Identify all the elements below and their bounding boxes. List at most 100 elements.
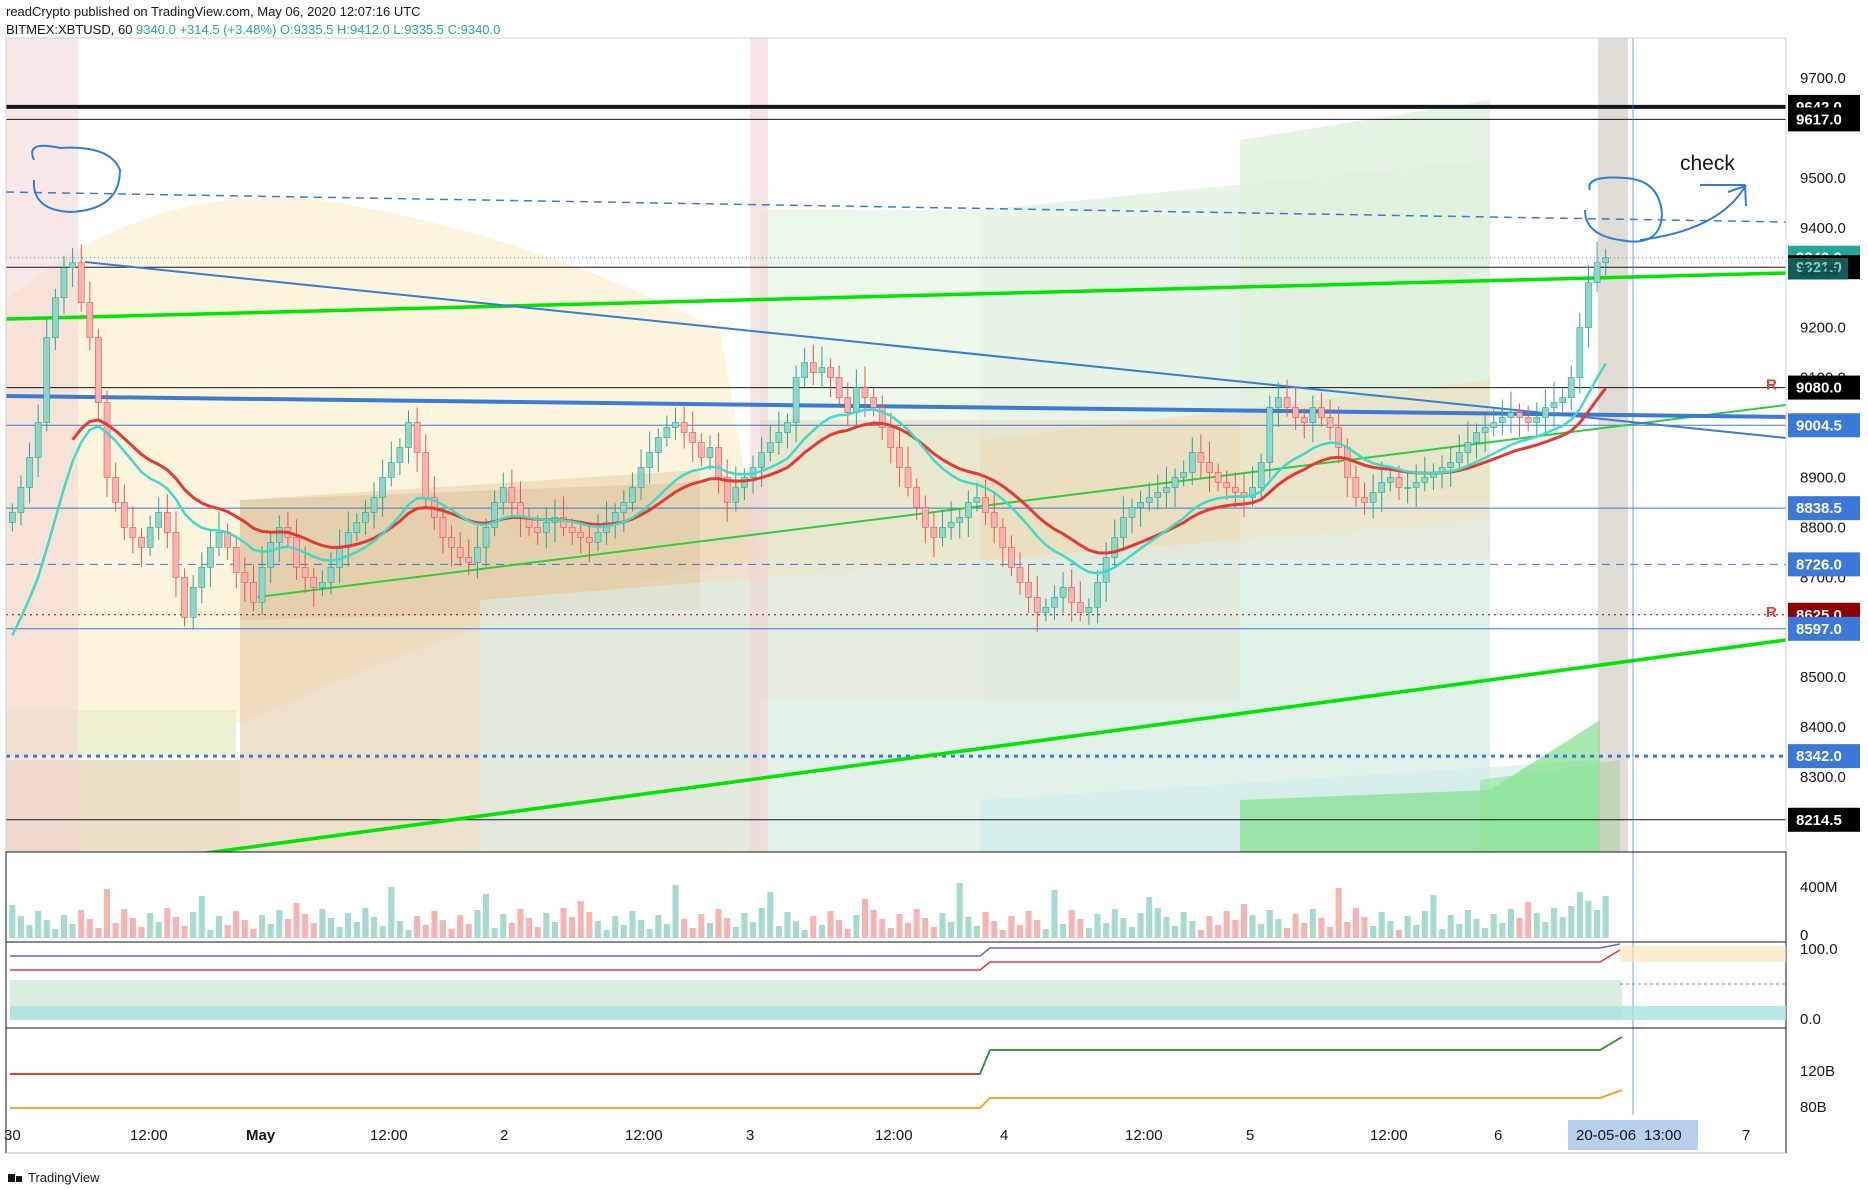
volume-bar <box>405 930 412 938</box>
volume-bar <box>905 923 912 938</box>
volume-bar <box>1464 910 1471 938</box>
candle-body <box>370 497 378 513</box>
candle-body <box>1033 597 1041 613</box>
volume-bar <box>1292 914 1299 938</box>
candle-body <box>732 487 740 503</box>
volume-bar <box>1335 888 1342 938</box>
candle-body <box>1197 452 1205 463</box>
volume-bar <box>1085 928 1092 938</box>
volume-bar <box>853 915 860 938</box>
candle-body <box>1387 477 1394 483</box>
candle-body <box>1214 472 1222 483</box>
candle-body <box>947 522 955 528</box>
volume-bar <box>724 918 731 938</box>
candle-body <box>560 517 567 528</box>
volume-bar <box>991 921 998 938</box>
candle-body <box>1326 417 1334 428</box>
tradingview-brand: TradingView <box>28 1170 100 1185</box>
volume-bar <box>345 913 352 938</box>
volume-bar <box>216 916 223 938</box>
volume-pane <box>9 883 1609 938</box>
volume-bar <box>672 885 679 938</box>
cyan-moving-average <box>11 362 1607 637</box>
volume-bar <box>1533 913 1540 938</box>
price-tick-label: 8300.0 <box>1800 769 1846 786</box>
svg-text:52:45: 52:45 <box>1800 262 1838 279</box>
candle-body <box>1533 417 1541 423</box>
candle-body <box>1378 482 1386 493</box>
pane-tick-label: 400M <box>1800 879 1838 896</box>
candle-body <box>1455 452 1463 463</box>
volume-bar <box>250 929 257 938</box>
volume-bar <box>190 912 197 938</box>
volume-bar <box>1413 925 1420 938</box>
volume-bar <box>26 925 33 938</box>
volume-bar <box>586 912 593 938</box>
candle-body <box>353 522 361 533</box>
candle-body <box>250 582 257 603</box>
candle-body <box>1145 497 1153 503</box>
countdown-label: 52:45 <box>1788 258 1848 280</box>
candle-body <box>60 267 68 298</box>
candle-body <box>267 542 275 568</box>
volume-bar <box>1206 916 1213 938</box>
price-label-box <box>1788 744 1860 769</box>
pane-tick-label: 0.0 <box>1800 1011 1821 1028</box>
candle-body <box>293 537 300 568</box>
symbol-line: BITMEX:XBTUSD, 60 9340.0 +314.5 (+3.48%)… <box>6 22 500 37</box>
candle-body <box>508 487 516 503</box>
volume-bar <box>9 905 16 938</box>
volume-bar <box>698 914 705 938</box>
candle-body <box>1318 407 1325 418</box>
volume-bar <box>121 909 128 938</box>
candle-body <box>1412 482 1420 488</box>
candle-body <box>1008 547 1015 568</box>
volume-bar <box>181 926 188 938</box>
price-tick-label: 8400.0 <box>1800 719 1846 736</box>
volume-bar <box>104 889 111 938</box>
volume-bar <box>1051 890 1058 938</box>
volume-bar <box>259 915 266 938</box>
volume-bar <box>1602 896 1609 938</box>
candle-body <box>939 527 946 538</box>
candle-body <box>827 367 834 378</box>
price-label-box <box>1788 496 1860 521</box>
volume-bar <box>1163 917 1170 938</box>
volume-bar <box>207 930 214 938</box>
volume-bar <box>827 911 834 938</box>
candle-body <box>448 537 455 548</box>
volume-bar <box>956 883 963 938</box>
candle-body <box>232 547 240 573</box>
candle-body <box>646 452 653 468</box>
candle-body <box>921 507 929 528</box>
candle-body <box>1171 477 1179 488</box>
volume-bar <box>17 916 24 938</box>
volume-bar <box>302 914 309 938</box>
volume-bar <box>1344 922 1351 938</box>
candle-body <box>1473 432 1480 443</box>
price-label-box <box>1788 552 1860 577</box>
candle-body <box>1602 257 1610 264</box>
time-tick-label: 7 <box>1742 1127 1750 1144</box>
candle-body <box>1524 417 1532 423</box>
volume-bar <box>1499 923 1506 938</box>
candle-body <box>663 427 671 438</box>
volume-bar <box>371 917 378 938</box>
candle-body <box>973 497 981 503</box>
volume-bar <box>1370 926 1377 938</box>
price-tick-label: 8900.0 <box>1800 469 1846 486</box>
candle-body <box>698 442 705 458</box>
volume-bar <box>362 908 369 938</box>
volume-bar <box>706 923 713 938</box>
candle-body <box>1111 537 1119 558</box>
volume-bar <box>620 925 627 938</box>
volume-bar <box>1327 927 1334 938</box>
volume-bar <box>69 924 76 938</box>
time-tick-label: 3 <box>746 1127 754 1144</box>
candle-body <box>818 367 826 373</box>
candle-body <box>637 467 645 488</box>
volume-bar <box>965 917 972 938</box>
volume-bar <box>1585 901 1592 938</box>
candle-body <box>327 567 335 583</box>
